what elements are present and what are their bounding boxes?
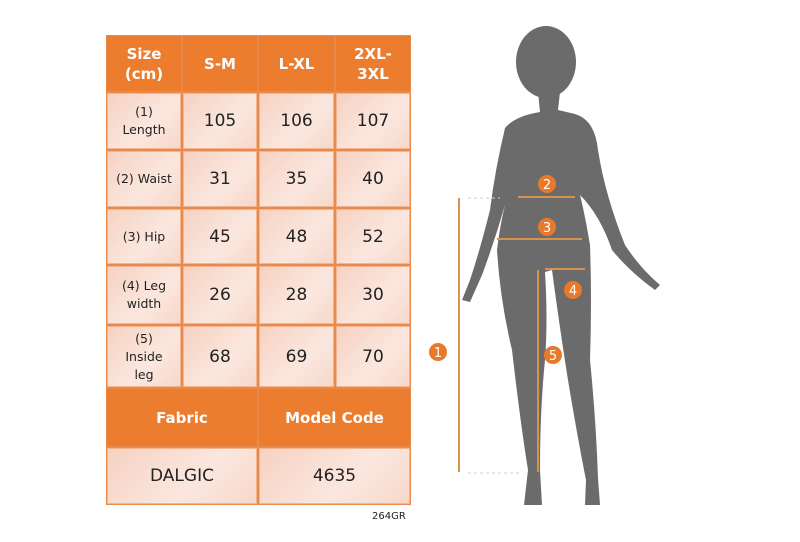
measurement-markers: 1 2 3 4 5 xyxy=(429,175,582,364)
woman-silhouette xyxy=(462,26,660,505)
value-cell-text: 26 xyxy=(209,285,231,305)
value-cell: 48 xyxy=(259,209,334,264)
value-cell-text: 52 xyxy=(362,226,384,247)
header-cell-text: Size (cm) xyxy=(124,44,164,83)
value-cell-text: 48 xyxy=(285,226,308,247)
marker-4-circle xyxy=(564,281,582,299)
value-cell-text: 35 xyxy=(285,169,308,189)
value-cell-text: 69 xyxy=(285,346,308,367)
value-cell: 70 xyxy=(336,326,410,387)
row-label-text: (3) Hip xyxy=(122,228,166,244)
header-cell-text: L-XL xyxy=(278,54,315,73)
marker-3-circle xyxy=(538,218,556,236)
value-cell: 35 xyxy=(259,151,334,207)
value-cell-text: 30 xyxy=(362,285,384,305)
marker-5-circle xyxy=(544,346,562,364)
value-cell: 26 xyxy=(183,266,257,324)
marker-label: 3 xyxy=(543,221,551,236)
row-label-text: (4) Leg width xyxy=(121,278,167,311)
product-code: 264GR xyxy=(372,511,406,522)
row-label-text: (2) Waist xyxy=(116,171,172,186)
header-cell: Size (cm) xyxy=(107,36,181,91)
header-cell: 2XL- 3XL xyxy=(336,36,410,91)
row-label-text: (5) Inside leg xyxy=(125,330,163,382)
value-cell: 28 xyxy=(259,266,334,324)
measurement-lines xyxy=(458,196,585,472)
marker-label: 1 xyxy=(434,346,442,361)
value-cell: 31 xyxy=(183,151,257,207)
model-code-header: Model Code xyxy=(259,389,410,446)
row-label: (3) Hip xyxy=(107,209,181,264)
value-cell-text: 28 xyxy=(285,285,308,305)
header-cell: L-XL xyxy=(259,36,334,91)
row-label: (4) Leg width xyxy=(107,266,181,324)
row-label: (1) Length xyxy=(107,93,181,149)
value-cell-text: 107 xyxy=(356,111,390,131)
value-cell-text: 70 xyxy=(362,346,384,367)
row-label: (2) Waist xyxy=(107,151,181,207)
header-cell: S-M xyxy=(183,36,257,91)
row-label-text: (1) Length xyxy=(122,104,166,137)
row-label: (5) Inside leg xyxy=(107,326,181,387)
body xyxy=(462,92,660,505)
value-cell: 105 xyxy=(183,93,257,149)
value-cell-text: 45 xyxy=(209,226,231,247)
header-cell-text: S-M xyxy=(204,54,236,73)
value-cell-text: 105 xyxy=(203,111,237,131)
value-cell: 107 xyxy=(336,93,410,149)
fabric-header: Fabric xyxy=(107,389,257,446)
size-table: Size (cm) S-M L-XL 2XL- 3XL (1) Length 105 106… xyxy=(106,35,411,505)
model-code-value: 4635 xyxy=(259,448,410,504)
marker-label: 5 xyxy=(549,349,557,364)
marker-label: 2 xyxy=(543,178,551,193)
fabric-value: DALGIC xyxy=(107,448,257,504)
marker-label: 4 xyxy=(569,284,577,299)
marker-1-circle xyxy=(429,343,447,361)
value-cell-text: 31 xyxy=(209,169,231,189)
value-cell-text: 106 xyxy=(280,111,313,131)
value-cell: 45 xyxy=(183,209,257,264)
model-code-value-text: 4635 xyxy=(312,466,357,486)
value-cell: 68 xyxy=(183,326,257,387)
model-code-header-text: Model Code xyxy=(285,408,384,427)
value-cell: 30 xyxy=(336,266,410,324)
value-cell: 52 xyxy=(336,209,410,264)
value-cell: 69 xyxy=(259,326,334,387)
fabric-value-text: DALGIC xyxy=(150,466,214,486)
guide-lines xyxy=(468,197,520,474)
value-cell: 106 xyxy=(259,93,334,149)
head xyxy=(516,26,576,98)
value-cell: 40 xyxy=(336,151,410,207)
header-cell-text: 2XL- 3XL xyxy=(354,44,392,83)
fabric-header-text: Fabric xyxy=(156,408,208,427)
marker-2-circle xyxy=(538,175,556,193)
value-cell-text: 40 xyxy=(362,169,384,189)
value-cell-text: 68 xyxy=(209,346,231,367)
